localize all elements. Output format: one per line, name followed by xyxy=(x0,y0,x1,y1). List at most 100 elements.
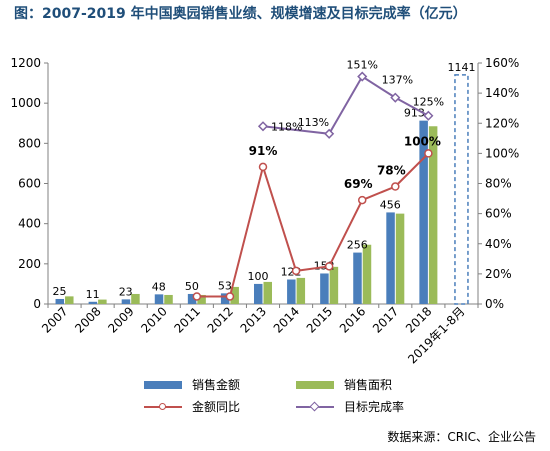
y-right-tick-label: 120% xyxy=(485,116,519,130)
bar-label-sales-amount: 23 xyxy=(119,285,133,298)
y-left-tick-label: 1000 xyxy=(10,96,41,110)
legend-swatch-target xyxy=(296,401,334,411)
data-label-yoy: 69% xyxy=(344,177,373,191)
marker-yoy xyxy=(324,262,334,271)
legend-item-target: 目标完成率 xyxy=(296,398,404,415)
legend-item-sales-amount: 销售金额 xyxy=(144,376,240,393)
bar-sales-amount xyxy=(419,120,428,305)
bar-label-sales-amount: 53 xyxy=(218,279,232,292)
legend-swatch-sales-area xyxy=(296,380,334,389)
marker-yoy xyxy=(225,292,235,301)
x-tick-label: 2010 xyxy=(138,304,169,335)
y-right-tick-label: 0% xyxy=(485,297,504,311)
bar-label-sales-amount: 25 xyxy=(53,285,67,298)
data-label-target: 118% xyxy=(271,120,302,133)
bar-sales-area xyxy=(395,213,405,304)
y-right-tick-label: 80% xyxy=(485,177,512,191)
marker-target xyxy=(357,71,368,82)
bar-label-sales-amount: 456 xyxy=(380,198,401,211)
y-right-tick-label: 160% xyxy=(485,56,519,70)
legend-label-sales-area: 销售面积 xyxy=(344,378,393,392)
data-label-yoy: 100% xyxy=(404,134,441,148)
data-label-yoy: 91% xyxy=(249,144,278,158)
bar-sales-area xyxy=(65,296,74,304)
bar-label-sales-amount: 11 xyxy=(86,288,100,301)
legend-label-target: 目标完成率 xyxy=(344,400,405,414)
data-label-target: 113% xyxy=(298,116,329,129)
y-right-tick-label: 60% xyxy=(485,207,512,221)
y-right-tick-label: 20% xyxy=(485,267,512,281)
bar-sales-amount xyxy=(320,273,329,304)
legend-swatch-sales-amount xyxy=(144,380,182,389)
bar-sales-amount xyxy=(386,212,395,304)
bar-label-sales-amount: 1141 xyxy=(447,61,475,74)
bar-sales-amount xyxy=(254,283,263,304)
y-left-tick-label: 400 xyxy=(18,217,41,231)
marker-yoy xyxy=(391,182,400,191)
chart-source: 数据来源：CRIC、企业公告 xyxy=(387,430,536,444)
y-left-tick-label: 200 xyxy=(18,257,41,271)
bar-sales-area xyxy=(362,244,372,304)
y-left-tick-label: 1200 xyxy=(10,56,41,70)
bar-sales-amount xyxy=(220,293,230,304)
bar-sales-amount xyxy=(187,293,197,304)
bar-sales-amount xyxy=(287,279,296,304)
bar-sales-amount xyxy=(88,301,98,304)
x-tick-label: 2014 xyxy=(271,304,302,335)
bar-sales-area xyxy=(98,299,107,304)
bar-sales-area xyxy=(263,281,272,304)
legend-label-yoy: 金额同比 xyxy=(192,400,241,414)
x-tick-label: 2008 xyxy=(72,304,103,335)
bar-label-sales-amount: 48 xyxy=(152,280,166,293)
data-label-yoy: 78% xyxy=(377,164,406,178)
y-left-tick-label: 800 xyxy=(18,136,41,150)
x-tick-label: 2015 xyxy=(304,304,335,335)
data-label-target: 151% xyxy=(347,59,378,72)
bar-sales-area xyxy=(131,293,140,304)
x-tick-label: 2013 xyxy=(238,304,269,335)
legend-swatch-yoy xyxy=(144,402,182,411)
x-tick-label: 2012 xyxy=(205,304,236,335)
bar-sales-amount xyxy=(353,252,362,304)
marker-target xyxy=(423,110,434,121)
legend-item-sales-area: 销售面积 xyxy=(296,376,392,393)
data-label-target: 125% xyxy=(413,96,444,109)
x-tick-label: 2017 xyxy=(370,304,401,335)
x-tick-label: 2007 xyxy=(39,304,70,335)
bar-sales-area xyxy=(428,126,438,304)
bar-sales-area xyxy=(164,294,173,304)
bar-sales-amount xyxy=(121,299,131,304)
marker-yoy xyxy=(258,162,268,172)
y-left-tick-label: 600 xyxy=(18,177,41,191)
marker-target xyxy=(390,92,401,103)
line-yoy xyxy=(196,152,430,298)
marker-target xyxy=(257,121,269,132)
chart-title: 图：2007-2019 年中国奥园销售业绩、规模增速及目标完成率（亿元） xyxy=(14,6,467,22)
y-right-tick-label: 40% xyxy=(485,237,512,251)
marker-yoy xyxy=(357,195,367,205)
bar-sales-area xyxy=(296,277,306,304)
marker-yoy xyxy=(424,149,433,158)
bar-sales-area xyxy=(329,266,339,304)
data-label-target: 137% xyxy=(382,74,413,87)
marker-target xyxy=(324,128,335,139)
bar-sales-amount xyxy=(55,298,65,304)
marker-yoy xyxy=(192,292,202,301)
marker-yoy xyxy=(291,266,301,276)
bar-sales-amount xyxy=(154,294,164,304)
legend-label-sales-amount: 销售金额 xyxy=(192,378,241,392)
x-tick-label: 2009 xyxy=(105,304,136,335)
x-tick-label: 2011 xyxy=(171,304,202,335)
x-tick-label: 2016 xyxy=(337,304,368,335)
y-right-tick-label: 140% xyxy=(485,86,519,100)
bar-sales-area xyxy=(197,294,206,304)
legend-item-yoy: 金额同比 xyxy=(144,398,240,415)
y-right-tick-label: 100% xyxy=(485,146,519,160)
y-left-tick-label: 0 xyxy=(33,297,41,311)
bar-label-sales-amount: 256 xyxy=(347,239,368,252)
bar-label-sales-amount: 50 xyxy=(185,280,199,293)
bar-sales-amount-projection xyxy=(454,74,469,305)
bar-label-sales-amount: 100 xyxy=(248,270,269,283)
